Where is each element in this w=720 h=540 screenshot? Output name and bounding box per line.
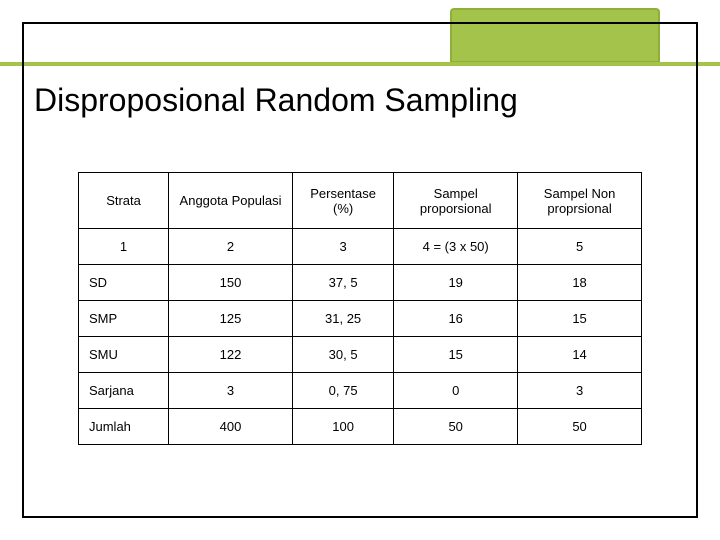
cell: Sarjana: [79, 373, 169, 409]
cell: 3: [169, 373, 293, 409]
sub-3: 3: [292, 229, 393, 265]
cell: 150: [169, 265, 293, 301]
col-strata: Strata: [79, 173, 169, 229]
sub-5: 5: [518, 229, 642, 265]
cell: 18: [518, 265, 642, 301]
table-subheader-row: 1 2 3 4 = (3 x 50) 5: [79, 229, 642, 265]
cell: 15: [518, 301, 642, 337]
table-body: SD 150 37, 5 19 18 SMP 125 31, 25 16 15 …: [79, 265, 642, 445]
cell: SMP: [79, 301, 169, 337]
cell: 0, 75: [292, 373, 393, 409]
sub-2: 2: [169, 229, 293, 265]
cell: Jumlah: [79, 409, 169, 445]
sub-4: 4 = (3 x 50): [394, 229, 518, 265]
cell: 0: [394, 373, 518, 409]
cell: 125: [169, 301, 293, 337]
cell: 16: [394, 301, 518, 337]
col-nonprop: Sampel Non proprsional: [518, 173, 642, 229]
sampling-table-wrap: Strata Anggota Populasi Persentase (%) S…: [78, 172, 642, 445]
cell: SMU: [79, 337, 169, 373]
cell: 400: [169, 409, 293, 445]
sampling-table: Strata Anggota Populasi Persentase (%) S…: [78, 172, 642, 445]
cell: 31, 25: [292, 301, 393, 337]
table-row: SMU 122 30, 5 15 14: [79, 337, 642, 373]
table-row: Sarjana 3 0, 75 0 3: [79, 373, 642, 409]
cell: 30, 5: [292, 337, 393, 373]
table-row: SD 150 37, 5 19 18: [79, 265, 642, 301]
sub-1: 1: [79, 229, 169, 265]
table-row: Jumlah 400 100 50 50: [79, 409, 642, 445]
cell: 122: [169, 337, 293, 373]
cell: 37, 5: [292, 265, 393, 301]
table-header-row: Strata Anggota Populasi Persentase (%) S…: [79, 173, 642, 229]
col-proporsional: Sampel proporsional: [394, 173, 518, 229]
cell: 15: [394, 337, 518, 373]
cell: 19: [394, 265, 518, 301]
col-anggota: Anggota Populasi: [169, 173, 293, 229]
table-row: SMP 125 31, 25 16 15: [79, 301, 642, 337]
cell: SD: [79, 265, 169, 301]
cell: 3: [518, 373, 642, 409]
cell: 50: [394, 409, 518, 445]
cell: 14: [518, 337, 642, 373]
col-persentase: Persentase (%): [292, 173, 393, 229]
cell: 100: [292, 409, 393, 445]
page-title: Disproposional Random Sampling: [34, 82, 518, 119]
cell: 50: [518, 409, 642, 445]
